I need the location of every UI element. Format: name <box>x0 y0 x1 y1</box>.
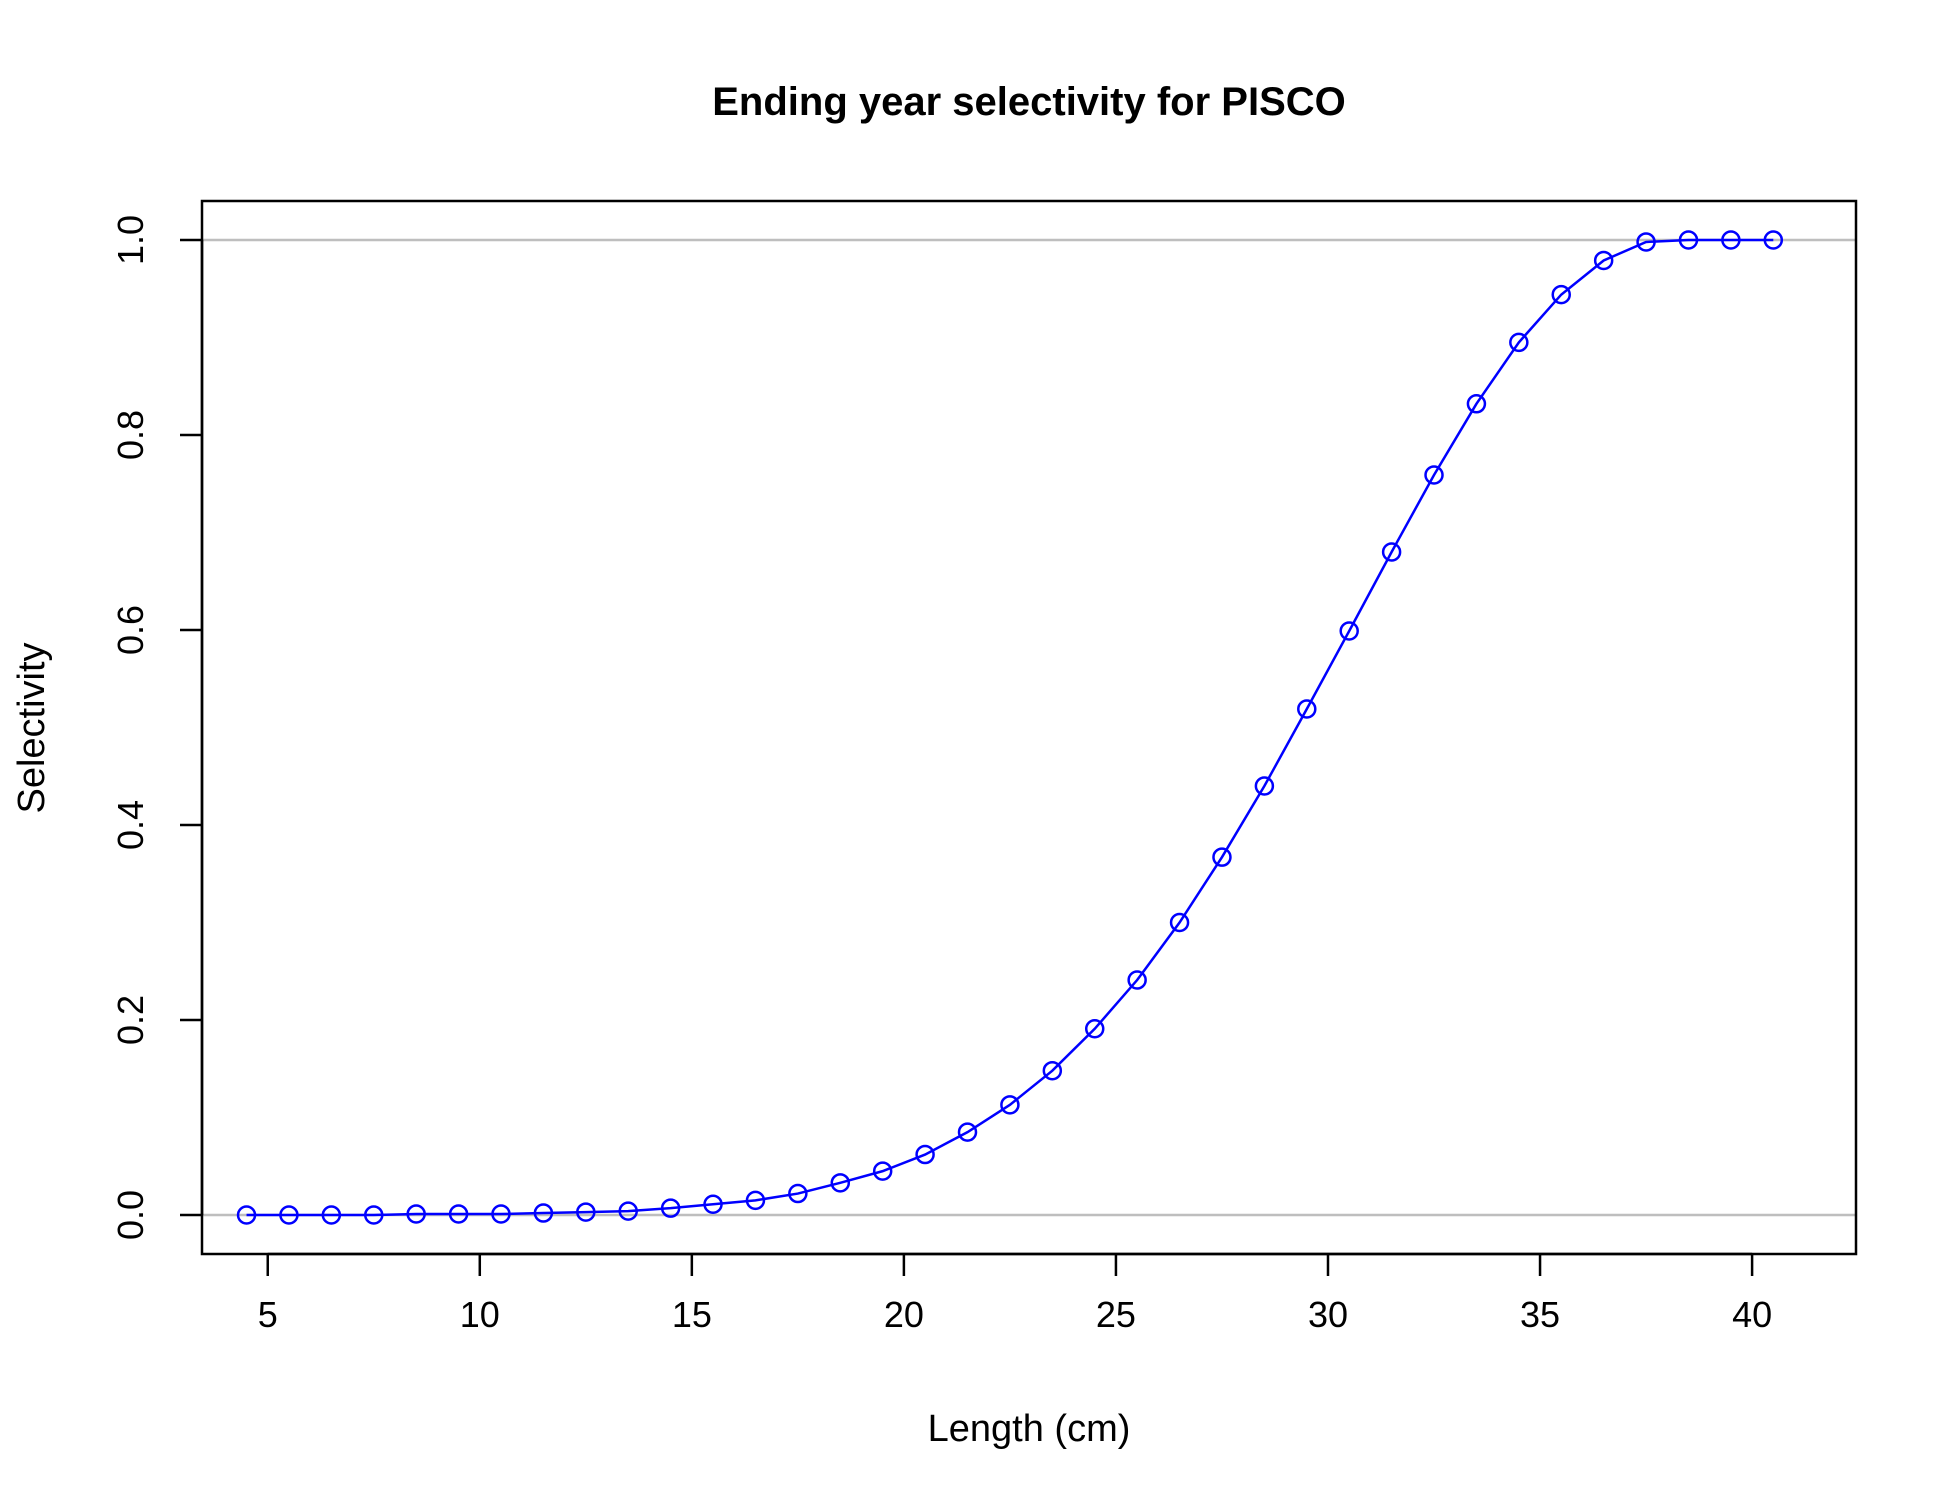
data-point <box>915 1144 935 1165</box>
data-point <box>1763 230 1784 250</box>
data-point <box>1254 776 1275 796</box>
data-point <box>1466 394 1487 414</box>
y-tick-label: 0.8 <box>110 410 151 460</box>
x-tick-label: 15 <box>672 1294 712 1335</box>
data-point <box>1339 621 1359 641</box>
x-axis-label: Length (cm) <box>928 1408 1131 1450</box>
y-tick-label: 0.4 <box>110 800 151 850</box>
x-tick-label: 30 <box>1308 1294 1348 1335</box>
y-tick-label: 0.6 <box>110 605 151 655</box>
x-tick-label: 35 <box>1520 1294 1560 1335</box>
data-point <box>1297 699 1317 719</box>
data-point <box>1000 1095 1020 1115</box>
series-layer <box>236 230 1784 1225</box>
x-tick-label: 20 <box>884 1294 924 1335</box>
series-line-0 <box>246 238 1774 1217</box>
data-point <box>830 1173 851 1193</box>
y-tick-label: 0.0 <box>110 1190 151 1240</box>
data-point <box>1084 1019 1105 1039</box>
data-point <box>1381 542 1402 562</box>
data-point <box>406 1204 426 1224</box>
data-point <box>957 1122 978 1142</box>
data-point <box>745 1190 766 1211</box>
data-point <box>321 1205 342 1225</box>
chart-title: Ending year selectivity for PISCO <box>712 80 1346 124</box>
data-point <box>1636 232 1656 252</box>
reference-lines <box>202 238 1856 1217</box>
data-point <box>1042 1060 1063 1081</box>
x-tick-label: 25 <box>1096 1294 1136 1335</box>
data-point <box>1169 912 1190 933</box>
data-point <box>1509 332 1529 353</box>
y-axis-label: Selectivity <box>11 642 53 813</box>
data-point <box>1127 970 1147 990</box>
data-point <box>1212 847 1232 867</box>
data-point <box>1593 250 1614 271</box>
data-point <box>618 1201 638 1221</box>
data-point <box>703 1194 723 1215</box>
data-point <box>491 1204 511 1224</box>
data-point <box>1678 230 1699 250</box>
data-point <box>1424 465 1444 485</box>
data-point <box>279 1205 299 1225</box>
data-point <box>236 1205 257 1225</box>
y-axis: 0.0 0.2 0.4 0.6 0.8 1.0 <box>110 215 204 1240</box>
data-point <box>660 1198 681 1218</box>
data-point <box>1551 284 1571 305</box>
data-point <box>576 1202 596 1222</box>
data-point <box>448 1204 469 1224</box>
x-tick-label: 10 <box>460 1294 500 1335</box>
plot-frame <box>200 199 1858 1256</box>
y-tick-label: 0.2 <box>110 995 151 1045</box>
x-axis: 5 10 15 20 25 30 35 40 <box>258 1252 1772 1335</box>
data-point <box>872 1161 893 1181</box>
data-point <box>788 1183 808 1204</box>
x-tick-label: 5 <box>258 1294 278 1335</box>
data-point <box>1721 230 1741 250</box>
y-tick-label: 1.0 <box>110 215 151 265</box>
data-point <box>533 1203 554 1223</box>
data-point <box>364 1205 384 1225</box>
x-tick-label: 40 <box>1732 1294 1772 1335</box>
